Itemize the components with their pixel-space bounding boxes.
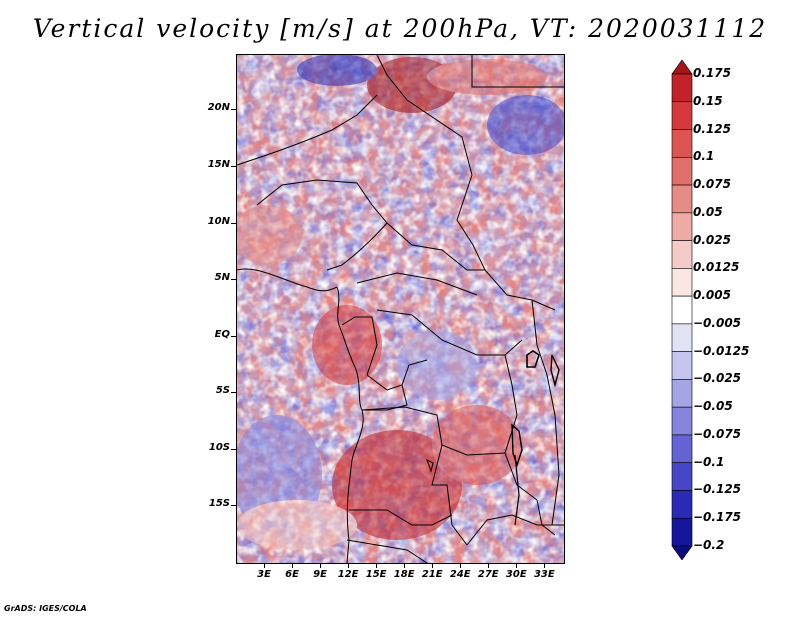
lon-tick-mark bbox=[320, 563, 321, 568]
colorbar-level-label: 0.075 bbox=[693, 177, 731, 192]
lon-tick-label: 3E bbox=[257, 569, 271, 580]
colorbar-swatch bbox=[671, 73, 693, 103]
field-patches bbox=[237, 55, 564, 550]
lon-tick-mark bbox=[460, 563, 461, 568]
lon-tick-mark bbox=[516, 563, 517, 568]
colorbar-level-label: 0.15 bbox=[693, 93, 723, 108]
lon-tick-mark bbox=[544, 563, 545, 568]
lat-tick-mark bbox=[231, 166, 236, 167]
colorbar-level-label: 0.125 bbox=[693, 121, 731, 136]
lat-tick-mark bbox=[231, 279, 236, 280]
lon-tick-label: 6E bbox=[285, 569, 299, 580]
colorbar-swatch bbox=[671, 462, 693, 491]
lon-tick-mark bbox=[432, 563, 433, 568]
colorbar bbox=[671, 60, 693, 560]
colorbar-level-label: −0.0125 bbox=[693, 343, 750, 358]
lat-tick-label: 15N bbox=[207, 159, 230, 170]
lon-tick-label: 18E bbox=[393, 569, 415, 580]
colorbar-swatch bbox=[671, 184, 693, 214]
colorbar-level-label: 0.1 bbox=[693, 149, 715, 164]
colorbar-swatch bbox=[671, 268, 693, 297]
colorbar-level-label: −0.175 bbox=[693, 510, 742, 525]
lon-tick-label: 33E bbox=[533, 569, 555, 580]
colorbar-level-label: −0.05 bbox=[693, 399, 733, 414]
lon-tick-mark bbox=[488, 563, 489, 568]
lon-tick-mark bbox=[404, 563, 405, 568]
colorbar-swatch bbox=[671, 101, 693, 130]
colorbar-level-label: 0.175 bbox=[693, 66, 731, 80]
vertical-velocity-field bbox=[237, 55, 564, 563]
colorbar-level-label: −0.1 bbox=[693, 454, 725, 469]
lon-tick-label: 24E bbox=[449, 569, 471, 580]
lon-tick-label: 27E bbox=[477, 569, 499, 580]
lat-tick-label: 20N bbox=[207, 102, 230, 114]
lon-tick-label: 12E bbox=[337, 569, 359, 580]
credit-text: GrADS: IGES/COLA bbox=[4, 604, 87, 613]
colorbar-swatch bbox=[671, 240, 693, 269]
map-panel bbox=[236, 54, 565, 564]
lon-tick-mark bbox=[376, 563, 377, 568]
lat-tick-mark bbox=[231, 223, 236, 224]
colorbar-swatch bbox=[671, 434, 693, 464]
country-borders bbox=[237, 55, 564, 563]
colorbar-level-label: 0.005 bbox=[693, 288, 731, 303]
lon-tick-label: 21E bbox=[421, 569, 443, 580]
colorbar-level-label: 0.05 bbox=[693, 204, 723, 219]
lon-tick-mark bbox=[264, 563, 265, 568]
colorbar-level-label: −0.005 bbox=[693, 315, 742, 330]
lon-tick-label: 15E bbox=[365, 569, 387, 580]
lat-tick-mark bbox=[231, 392, 236, 393]
colorbar-swatch bbox=[671, 156, 693, 186]
lat-tick-label: EQ bbox=[214, 328, 230, 340]
colorbar-swatch bbox=[671, 379, 693, 408]
colorbar-level-label: −0.2 bbox=[693, 538, 725, 552]
lat-tick-mark bbox=[231, 449, 236, 450]
lon-tick-mark bbox=[292, 563, 293, 568]
colorbar-swatch bbox=[671, 60, 693, 75]
colorbar-level-label: 0.0125 bbox=[693, 260, 740, 275]
lat-tick-label: 15S bbox=[208, 498, 230, 510]
lon-tick-mark bbox=[348, 563, 349, 568]
colorbar-swatch bbox=[671, 545, 693, 560]
lat-tick-label: 10S bbox=[208, 441, 230, 453]
colorbar-level-label: −0.075 bbox=[693, 426, 742, 441]
colorbar-swatch bbox=[671, 129, 693, 158]
colorbar-swatch bbox=[671, 490, 693, 519]
lon-tick-label: 30E bbox=[505, 569, 527, 580]
lat-tick-mark bbox=[231, 336, 236, 337]
colorbar-level-label: −0.125 bbox=[693, 482, 742, 497]
colorbar-level-label: 0.025 bbox=[693, 232, 731, 247]
colorbar-swatch bbox=[671, 212, 693, 241]
lat-tick-label: 5S bbox=[215, 385, 230, 397]
map-title: Vertical velocity [m/s] at 200hPa, VT: 2… bbox=[32, 14, 768, 43]
lat-tick-mark bbox=[231, 505, 236, 506]
colorbar-swatch bbox=[671, 295, 693, 325]
colorbar-level-label: −0.025 bbox=[693, 371, 742, 386]
lon-tick-label: 9E bbox=[313, 569, 327, 580]
colorbar-swatch bbox=[671, 323, 693, 352]
colorbar-swatch bbox=[671, 517, 693, 547]
lat-tick-label: 5N bbox=[214, 272, 230, 284]
lat-tick-label: 10N bbox=[207, 215, 230, 227]
colorbar-swatch bbox=[671, 351, 693, 380]
colorbar-swatch bbox=[671, 406, 693, 436]
lat-tick-mark bbox=[231, 109, 236, 110]
